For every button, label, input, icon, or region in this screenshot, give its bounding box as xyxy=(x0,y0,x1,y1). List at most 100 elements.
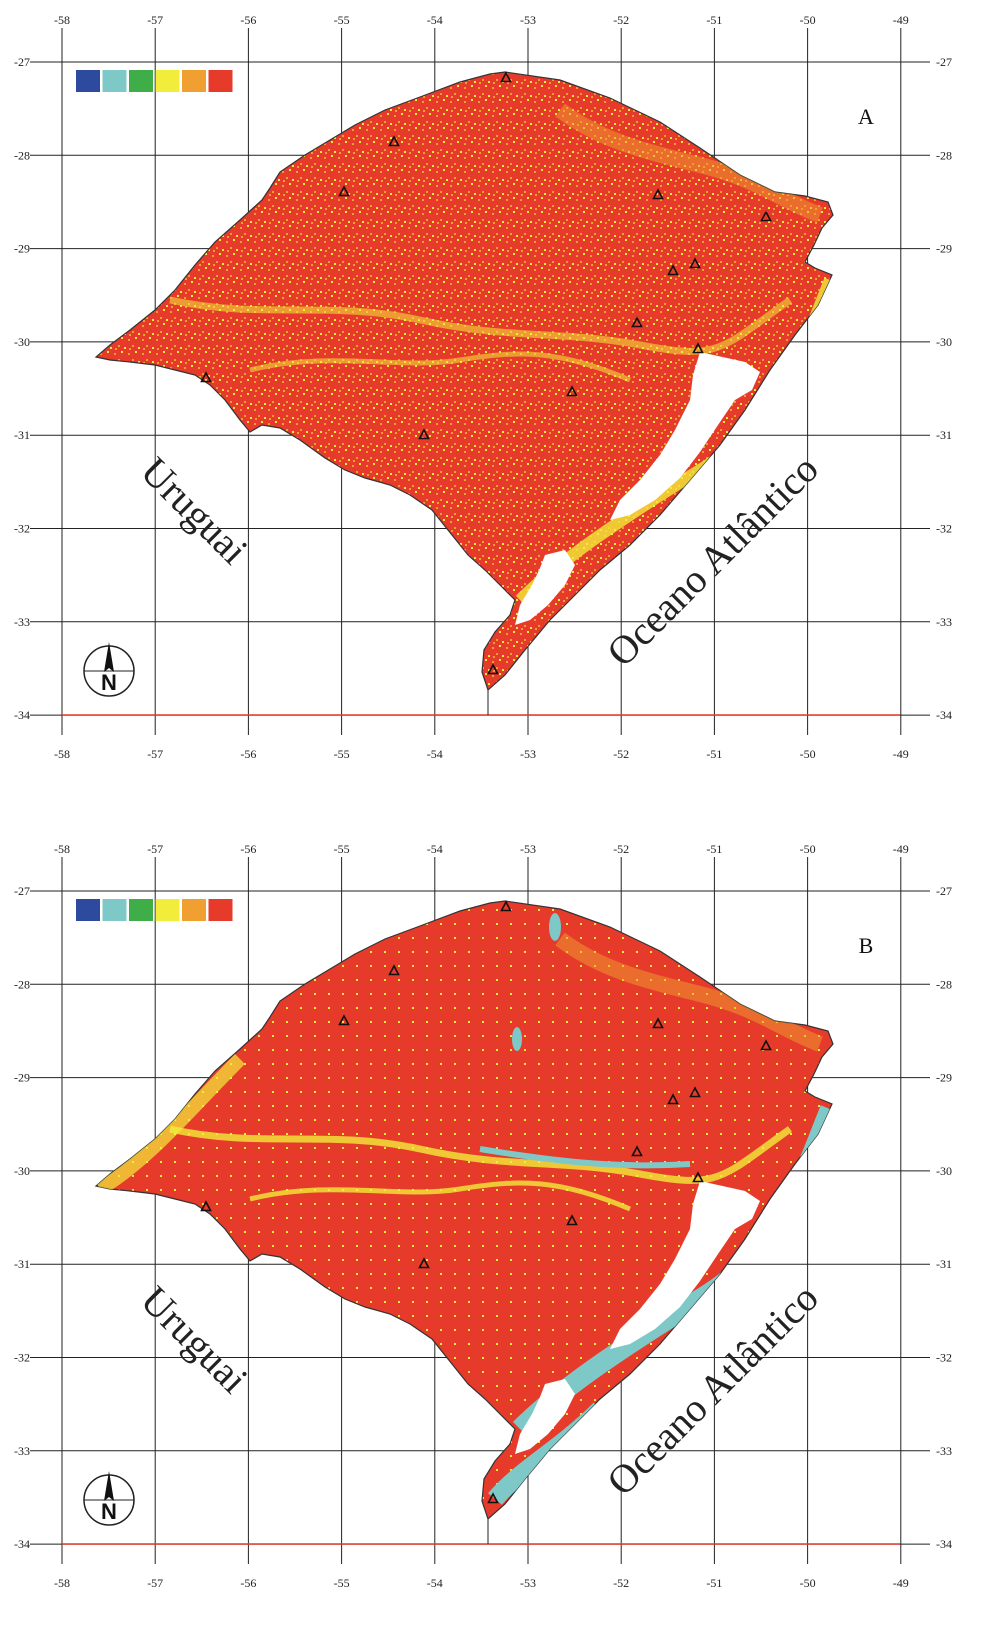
lat-tick-label: -28 xyxy=(14,977,30,991)
lon-tick-label: -49 xyxy=(893,1576,909,1590)
station-marker xyxy=(631,1145,643,1157)
country-label: Uruguai xyxy=(132,1277,257,1402)
lagoa-mirim xyxy=(515,1379,575,1454)
lon-tick-label: -49 xyxy=(893,747,909,761)
lat-tick-label: -31 xyxy=(14,428,30,442)
station-marker xyxy=(667,264,679,276)
lon-tick-label: -55 xyxy=(334,747,350,761)
lat-tick-label: -30 xyxy=(936,335,952,349)
lon-tick-label: -53 xyxy=(520,747,536,761)
lat-tick-label: -30 xyxy=(14,335,30,349)
lat-tick-label: -29 xyxy=(14,1071,30,1085)
panel-letter: B xyxy=(859,933,874,958)
legend-swatch xyxy=(102,70,127,92)
lat-tick-label: -27 xyxy=(14,884,30,898)
station-marker xyxy=(566,385,578,397)
lat-tick-label: -30 xyxy=(14,1164,30,1178)
lat-tick-label: -34 xyxy=(14,1537,30,1551)
lat-tick-label: -29 xyxy=(936,1071,952,1085)
station-marker xyxy=(760,210,772,222)
station-marker xyxy=(500,71,512,83)
lat-tick-label: -28 xyxy=(936,977,952,991)
lat-tick-label: -29 xyxy=(14,242,30,256)
lat-tick-label: -33 xyxy=(14,1444,30,1458)
svg-text:N: N xyxy=(101,670,117,695)
lat-tick-label: -34 xyxy=(936,708,952,722)
lon-tick-label: -51 xyxy=(706,13,722,27)
lat-tick-label: -32 xyxy=(936,1351,952,1365)
map-panel-b: -58 -58 -57 -57 -56 -56 -55 -55 -54 -54 -53 -53 -52 -… xyxy=(0,829,996,1629)
station-marker xyxy=(200,1200,212,1212)
legend-swatch xyxy=(129,70,153,92)
lagoa-dos-patos xyxy=(610,1181,760,1349)
station-marker xyxy=(418,428,430,440)
station-marker xyxy=(200,371,212,383)
station-marker xyxy=(667,1093,679,1105)
lon-tick-label: -55 xyxy=(334,13,350,27)
lat-tick-label: -27 xyxy=(14,55,30,69)
lagoa-dos-patos xyxy=(610,352,760,520)
stations xyxy=(200,900,772,1504)
legend-swatch xyxy=(208,899,233,921)
lon-tick-label: -54 xyxy=(427,1576,443,1590)
lon-tick-label: -51 xyxy=(706,842,722,856)
lon-tick-label: -56 xyxy=(240,747,256,761)
lon-tick-label: -58 xyxy=(54,747,70,761)
lon-tick-label: -53 xyxy=(520,13,536,27)
station-marker xyxy=(652,188,664,200)
stations xyxy=(200,71,772,675)
legend xyxy=(76,70,233,92)
lat-tick-label: -29 xyxy=(936,242,952,256)
lat-tick-label: -34 xyxy=(14,708,30,722)
station-marker xyxy=(338,1014,350,1026)
lat-tick-label: -32 xyxy=(936,522,952,536)
station-marker xyxy=(692,1171,704,1183)
legend-swatch xyxy=(76,899,100,921)
north-arrow-icon: N xyxy=(83,642,135,697)
station-marker xyxy=(689,1086,701,1098)
lon-tick-label: -50 xyxy=(800,13,816,27)
lon-tick-label: -51 xyxy=(706,747,722,761)
station-marker xyxy=(487,663,499,675)
lat-tick-label: -33 xyxy=(936,615,952,629)
lat-tick-label: -33 xyxy=(936,1444,952,1458)
station-marker xyxy=(566,1214,578,1226)
lon-tick-label: -53 xyxy=(520,1576,536,1590)
legend xyxy=(76,899,233,921)
lon-tick-label: -53 xyxy=(520,842,536,856)
lat-tick-label: -27 xyxy=(936,884,952,898)
lat-tick-label: -28 xyxy=(936,148,952,162)
lon-tick-label: -52 xyxy=(613,1576,629,1590)
legend-swatch xyxy=(182,70,206,92)
lat-tick-label: -27 xyxy=(936,55,952,69)
lat-tick-label: -31 xyxy=(14,1257,30,1271)
lon-tick-label: -50 xyxy=(800,747,816,761)
lon-tick-label: -49 xyxy=(893,842,909,856)
station-marker xyxy=(760,1039,772,1051)
lat-tick-label: -31 xyxy=(936,428,952,442)
lat-tick-label: -33 xyxy=(14,615,30,629)
lat-tick-label: -32 xyxy=(14,1351,30,1365)
lon-tick-label: -56 xyxy=(240,13,256,27)
lagoa-mirim xyxy=(515,550,575,625)
lat-tick-label: -28 xyxy=(14,148,30,162)
legend-swatch xyxy=(102,899,127,921)
lon-tick-label: -52 xyxy=(613,747,629,761)
lon-tick-label: -57 xyxy=(147,842,163,856)
station-marker xyxy=(689,257,701,269)
lat-tick-label: -30 xyxy=(936,1164,952,1178)
station-marker xyxy=(652,1017,664,1029)
station-marker xyxy=(631,316,643,328)
legend-swatch xyxy=(129,899,153,921)
lon-tick-label: -54 xyxy=(427,13,443,27)
lon-tick-label: -50 xyxy=(800,842,816,856)
lon-tick-label: -58 xyxy=(54,842,70,856)
lon-tick-label: -49 xyxy=(893,13,909,27)
legend-swatch xyxy=(76,70,100,92)
state-territory xyxy=(94,71,834,692)
lat-tick-label: -34 xyxy=(936,1537,952,1551)
lon-tick-label: -54 xyxy=(427,842,443,856)
station-marker xyxy=(500,900,512,912)
panel-letter: A xyxy=(858,104,874,129)
map-panel-a: -58 -58 -57 -57 -56 -56 -55 -55 -54 -54 -53 -53 -52 -… xyxy=(0,0,996,800)
